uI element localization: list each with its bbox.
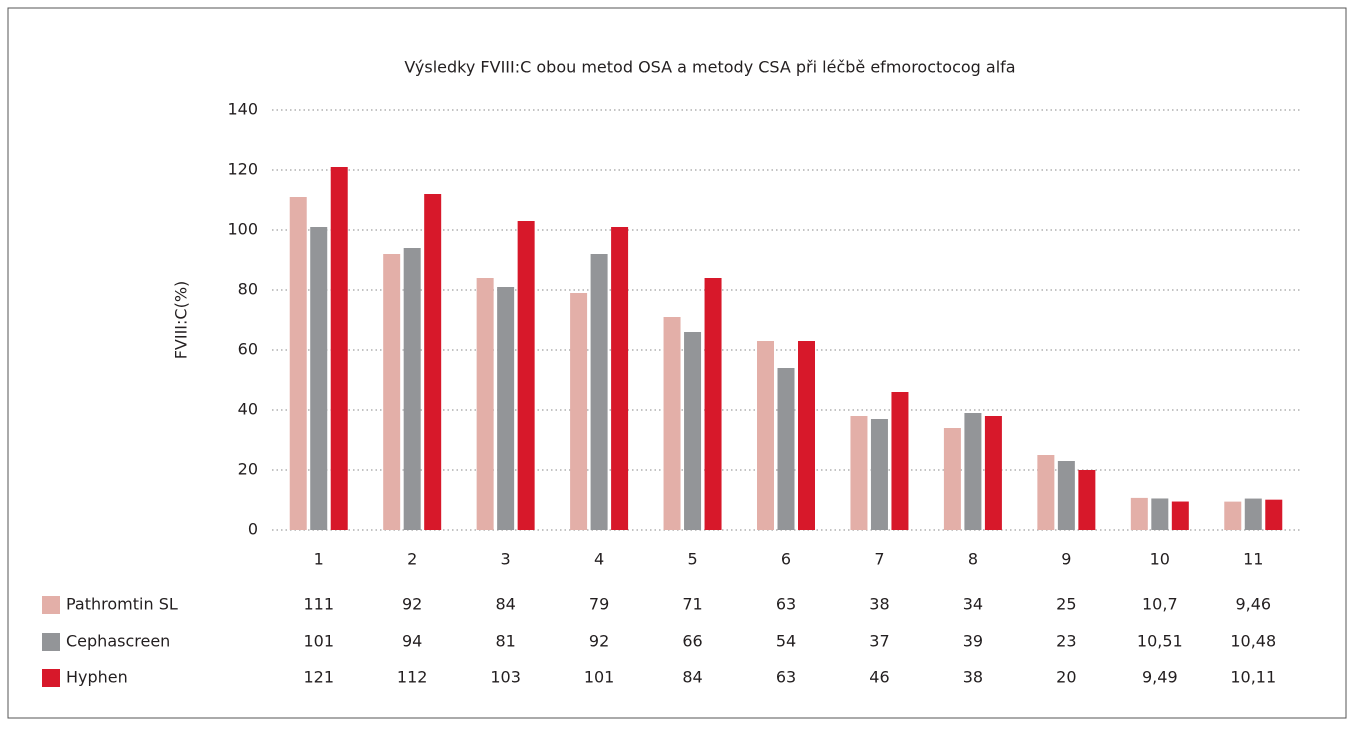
table-cell: 63: [776, 595, 796, 614]
table-cell: 38: [869, 595, 889, 614]
bar: [424, 194, 442, 530]
bar: [964, 413, 982, 530]
table-cell: 111: [303, 595, 334, 614]
table-cell: 10,48: [1230, 632, 1276, 651]
bar: [663, 317, 681, 530]
table-cell: 71: [682, 595, 702, 614]
bar: [943, 428, 961, 530]
bar: [984, 416, 1002, 530]
x-tick-label: 9: [1061, 550, 1071, 569]
x-tick-label: 5: [687, 550, 697, 569]
y-tick-label: 120: [227, 160, 258, 179]
bar: [330, 167, 348, 530]
bar: [798, 341, 815, 530]
table-cell: 39: [963, 632, 983, 651]
table-cell: 84: [495, 595, 515, 614]
legend-label: Hyphen: [66, 668, 128, 687]
y-tick-label: 80: [238, 280, 258, 299]
bar: [1151, 498, 1169, 530]
bar: [1037, 455, 1055, 530]
legend-swatch: [42, 633, 60, 651]
x-tick-label: 1: [314, 550, 324, 569]
y-tick-label: 60: [238, 340, 258, 359]
bar: [289, 197, 307, 530]
x-tick-label: 8: [968, 550, 978, 569]
table-cell: 92: [402, 595, 422, 614]
legend-swatch: [42, 596, 60, 614]
table-cell: 37: [869, 632, 889, 651]
table-cell: 94: [402, 632, 422, 651]
table-cell: 10,51: [1137, 632, 1183, 651]
bar: [1244, 498, 1262, 530]
bar: [497, 287, 515, 530]
table-cell: 10,7: [1142, 595, 1178, 614]
frame: [7, 7, 1347, 719]
table-cell: 9,49: [1142, 668, 1178, 687]
x-tick-label: 11: [1243, 550, 1263, 569]
table-cell: 121: [303, 668, 334, 687]
y-tick-label: 20: [238, 460, 258, 479]
table-cell: 23: [1056, 632, 1076, 651]
table-cell: 101: [584, 668, 615, 687]
y-tick-label: 140: [227, 100, 258, 119]
y-axis-label: FVIII:C(%): [172, 281, 191, 360]
legend-label: Pathromtin SL: [66, 595, 178, 614]
bar: [611, 227, 629, 530]
bar: [570, 293, 588, 530]
table-cell: 79: [589, 595, 609, 614]
x-tick-label: 7: [874, 550, 884, 569]
legend-swatch: [42, 669, 60, 687]
bar: [1078, 470, 1096, 530]
bar: [850, 416, 868, 530]
table-cell: 10,11: [1230, 668, 1276, 687]
y-tick-label: 40: [238, 400, 258, 419]
chart-title: Výsledky FVIII:C obou metod OSA a metody…: [404, 58, 1015, 77]
y-tick-label: 0: [248, 520, 258, 539]
bar: [517, 221, 535, 530]
bar: [684, 332, 702, 530]
y-tick-label: 100: [227, 220, 258, 239]
table-cell: 66: [682, 632, 702, 651]
table-cell: 34: [963, 595, 983, 614]
x-tick-label: 3: [501, 550, 511, 569]
bar: [891, 392, 909, 530]
table-cell: 63: [776, 668, 796, 687]
table-cell: 54: [776, 632, 796, 651]
bar: [704, 278, 722, 530]
bar: [1057, 461, 1075, 530]
table-cell: 46: [869, 668, 889, 687]
bar: [757, 341, 774, 530]
bar: [590, 254, 608, 530]
x-tick-label: 10: [1150, 550, 1170, 569]
bar: [383, 254, 401, 530]
bar: [1224, 501, 1242, 530]
table-cell: 101: [303, 632, 334, 651]
table-cell: 81: [495, 632, 515, 651]
table-cell: 112: [397, 668, 428, 687]
table-cell: 9,46: [1235, 595, 1271, 614]
bar: [403, 248, 421, 530]
table-cell: 92: [589, 632, 609, 651]
bar: [476, 278, 494, 530]
legend-label: Cephascreen: [66, 632, 170, 651]
bar: [1130, 497, 1148, 530]
bar: [310, 227, 328, 530]
x-tick-label: 2: [407, 550, 417, 569]
bar: [777, 368, 795, 530]
bar: [1171, 501, 1189, 530]
bar: [870, 419, 888, 530]
bar: [1265, 499, 1283, 530]
x-tick-label: 6: [781, 550, 791, 569]
table-cell: 25: [1056, 595, 1076, 614]
table-cell: 20: [1056, 668, 1076, 687]
table-cell: 84: [682, 668, 702, 687]
table-cell: 103: [490, 668, 521, 687]
table-cell: 38: [963, 668, 983, 687]
x-tick-label: 4: [594, 550, 604, 569]
